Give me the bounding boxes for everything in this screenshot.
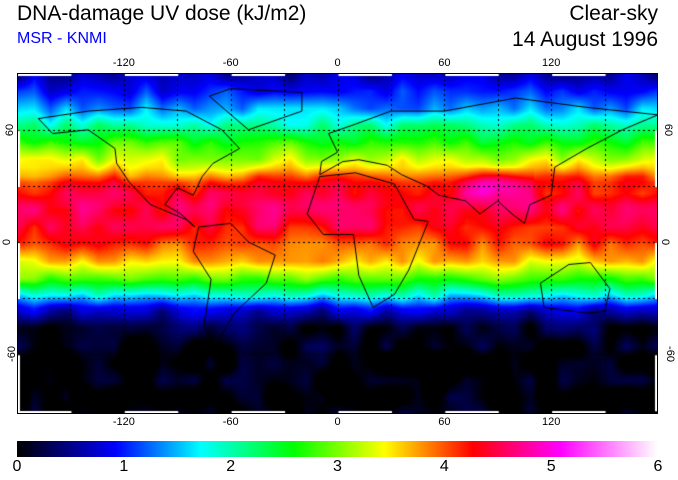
lon-tick-label-bottom: 0 — [334, 416, 341, 428]
colorbar-tick-label: 1 — [119, 458, 129, 475]
uv-dose-map — [17, 73, 658, 414]
lat-tick-label-right: -60 — [663, 346, 676, 363]
lat-tick-label-left: 60 — [4, 123, 17, 136]
lon-tick-label-bottom: 60 — [438, 416, 451, 428]
sky-condition-label: Clear-sky — [569, 2, 658, 25]
colorbar-tick-label: 2 — [226, 458, 236, 475]
date-label: 14 August 1996 — [512, 28, 658, 51]
lon-tick-label-top: 0 — [334, 57, 341, 69]
lat-tick-label-right: 60 — [662, 123, 675, 136]
lon-tick-label-top: -120 — [112, 57, 135, 69]
source-label: MSR - KNMI — [17, 30, 107, 47]
lon-tick-label-bottom: 120 — [541, 416, 561, 428]
colorbar — [17, 441, 658, 457]
lon-tick-label-top: -60 — [222, 57, 239, 69]
lat-tick-label-left: -60 — [5, 346, 18, 363]
colorbar-tick-label: 0 — [12, 458, 22, 475]
lon-tick-label-bottom: -120 — [112, 416, 135, 428]
map-title: DNA-damage UV dose (kJ/m2) — [17, 2, 307, 25]
uv-dose-field — [18, 74, 657, 413]
lon-tick-label-top: 60 — [438, 57, 451, 69]
lon-tick-label-bottom: -60 — [222, 416, 239, 428]
colorbar-tick-label: 4 — [439, 458, 449, 475]
colorbar-tick-label: 6 — [653, 458, 663, 475]
lat-tick-label-right: 0 — [659, 238, 672, 246]
lon-tick-label-top: 120 — [541, 57, 561, 69]
colorbar-tick-label: 5 — [546, 458, 556, 475]
colorbar-tick-label: 3 — [333, 458, 342, 475]
lat-tick-label-left: 0 — [1, 238, 14, 246]
